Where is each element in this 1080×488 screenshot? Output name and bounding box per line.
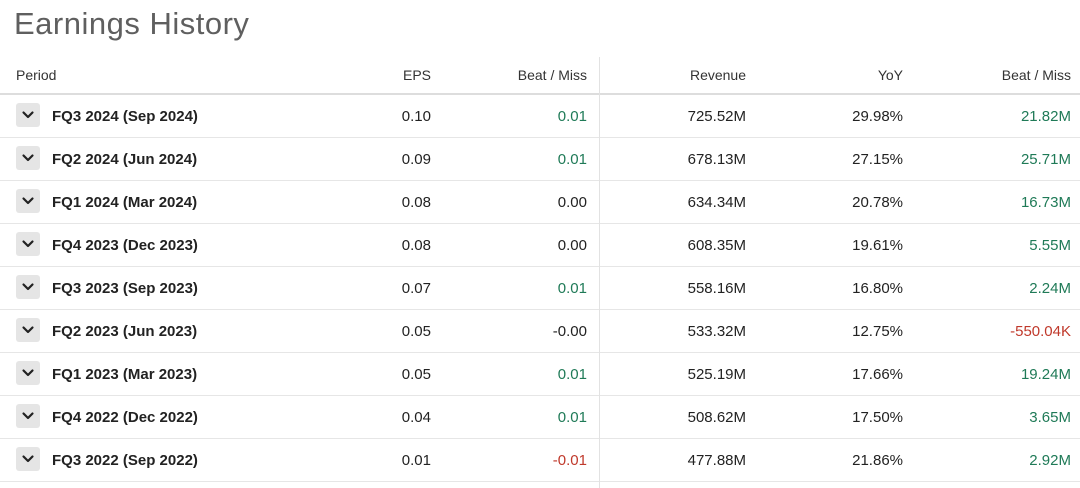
expand-row-button[interactable]: [16, 447, 40, 471]
table-row[interactable]: FQ3 2024 (Sep 2024) 0.10 0.01 725.52M 29.98%…: [0, 95, 1080, 138]
period-label: FQ2 2023 (Jun 2023): [52, 322, 198, 340]
period-label: FQ1 2023 (Mar 2023): [52, 365, 198, 383]
period-label: FQ3 2023 (Sep 2023): [52, 279, 198, 297]
table-row[interactable]: FQ1 2023 (Mar 2023) 0.05 0.01 525.19M 17.66%…: [0, 353, 1080, 396]
yoy-value: 16.80%: [852, 279, 903, 297]
header-eps-beat-miss[interactable]: Beat / Miss: [517, 67, 587, 83]
chevron-down-icon: [22, 326, 34, 334]
chevron-down-icon: [22, 369, 34, 377]
revenue-value: 558.16M: [687, 279, 746, 297]
revenue-value: 477.88M: [687, 451, 746, 469]
expand-row-button[interactable]: [16, 404, 40, 428]
table-row[interactable]: FQ4 2023 (Dec 2023) 0.08 0.00 608.35M 19.61%…: [0, 224, 1080, 267]
revenue-value: 678.13M: [687, 150, 746, 168]
eps-beat-miss-value: 0.00: [557, 193, 587, 211]
period-label: FQ3 2024 (Sep 2024): [52, 107, 198, 125]
eps-beat-miss-value: -0.00: [552, 322, 587, 340]
expand-row-button[interactable]: [16, 146, 40, 170]
expand-row-button[interactable]: [16, 103, 40, 127]
yoy-value: 21.86%: [852, 451, 903, 469]
header-revenue-beat-miss[interactable]: Beat / Miss: [1001, 67, 1071, 83]
eps-beat-miss-value: 0.01: [557, 365, 587, 383]
revenue-value: 608.35M: [687, 236, 746, 254]
chevron-down-icon: [22, 455, 34, 463]
yoy-value: 27.15%: [852, 150, 903, 168]
table-body: FQ3 2024 (Sep 2024) 0.10 0.01 725.52M 29.98%…: [0, 95, 1080, 482]
period-label: FQ4 2022 (Dec 2022): [52, 408, 198, 426]
eps-beat-miss-value: 0.01: [557, 150, 587, 168]
eps-value: 0.10: [401, 107, 431, 125]
revenue-beat-miss-value: 3.65M: [1029, 408, 1071, 426]
eps-beat-miss-value: -0.01: [552, 451, 587, 469]
chevron-down-icon: [22, 197, 34, 205]
yoy-value: 19.61%: [852, 236, 903, 254]
eps-value: 0.07: [401, 279, 431, 297]
earnings-table: Period EPS Beat / Miss Revenue YoY Beat …: [0, 57, 1080, 482]
revenue-beat-miss-value: 16.73M: [1020, 193, 1071, 211]
period-label: FQ1 2024 (Mar 2024): [52, 193, 198, 211]
expand-row-button[interactable]: [16, 275, 40, 299]
chevron-down-icon: [22, 412, 34, 420]
revenue-value: 533.32M: [687, 322, 746, 340]
table-header: Period EPS Beat / Miss Revenue YoY Beat …: [0, 57, 1080, 95]
eps-value: 0.09: [401, 150, 431, 168]
expand-row-button[interactable]: [16, 361, 40, 385]
yoy-value: 20.78%: [852, 193, 903, 211]
chevron-down-icon: [22, 240, 34, 248]
expand-row-button[interactable]: [16, 232, 40, 256]
revenue-value: 725.52M: [687, 107, 746, 125]
revenue-beat-miss-value: 2.92M: [1029, 451, 1071, 469]
yoy-value: 17.50%: [852, 408, 903, 426]
period-label: FQ2 2024 (Jun 2024): [52, 150, 198, 168]
revenue-beat-miss-value: 19.24M: [1020, 365, 1071, 383]
expand-row-button[interactable]: [16, 318, 40, 342]
chevron-down-icon: [22, 154, 34, 162]
eps-beat-miss-value: 0.01: [557, 279, 587, 297]
eps-value: 0.04: [401, 408, 431, 426]
eps-value: 0.08: [401, 236, 431, 254]
table-row[interactable]: FQ3 2022 (Sep 2022) 0.01 -0.01 477.88M 21.86…: [0, 439, 1080, 482]
table-row[interactable]: FQ4 2022 (Dec 2022) 0.04 0.01 508.62M 17.50%…: [0, 396, 1080, 439]
eps-value: 0.08: [401, 193, 431, 211]
header-yoy[interactable]: YoY: [877, 67, 903, 83]
eps-beat-miss-value: 0.00: [557, 236, 587, 254]
yoy-value: 29.98%: [852, 107, 903, 125]
expand-row-button[interactable]: [16, 189, 40, 213]
chevron-down-icon: [22, 111, 34, 119]
header-revenue[interactable]: Revenue: [689, 67, 746, 83]
table-row[interactable]: FQ2 2024 (Jun 2024) 0.09 0.01 678.13M 27.15%…: [0, 138, 1080, 181]
table-row[interactable]: FQ2 2023 (Jun 2023) 0.05 -0.00 533.32M 12.75…: [0, 310, 1080, 353]
revenue-value: 525.19M: [687, 365, 746, 383]
yoy-value: 17.66%: [852, 365, 903, 383]
page-title: Earnings History: [14, 6, 250, 41]
revenue-beat-miss-value: 2.24M: [1029, 279, 1071, 297]
column-divider: [599, 57, 600, 488]
revenue-beat-miss-value: 25.71M: [1020, 150, 1071, 168]
revenue-beat-miss-value: 5.55M: [1029, 236, 1071, 254]
eps-value: 0.05: [401, 365, 431, 383]
period-label: FQ3 2022 (Sep 2022): [52, 451, 198, 469]
eps-beat-miss-value: 0.01: [557, 107, 587, 125]
eps-value: 0.01: [401, 451, 431, 469]
eps-value: 0.05: [401, 322, 431, 340]
chevron-down-icon: [22, 283, 34, 291]
eps-beat-miss-value: 0.01: [557, 408, 587, 426]
header-eps[interactable]: EPS: [402, 67, 431, 83]
revenue-value: 508.62M: [687, 408, 746, 426]
revenue-beat-miss-value: -550.04K: [1010, 322, 1071, 340]
revenue-beat-miss-value: 21.82M: [1020, 107, 1071, 125]
period-label: FQ4 2023 (Dec 2023): [52, 236, 198, 254]
revenue-value: 634.34M: [687, 193, 746, 211]
table-row[interactable]: FQ3 2023 (Sep 2023) 0.07 0.01 558.16M 16.80%…: [0, 267, 1080, 310]
header-period[interactable]: Period: [16, 67, 57, 83]
table-row[interactable]: FQ1 2024 (Mar 2024) 0.08 0.00 634.34M 20.78%…: [0, 181, 1080, 224]
yoy-value: 12.75%: [852, 322, 903, 340]
